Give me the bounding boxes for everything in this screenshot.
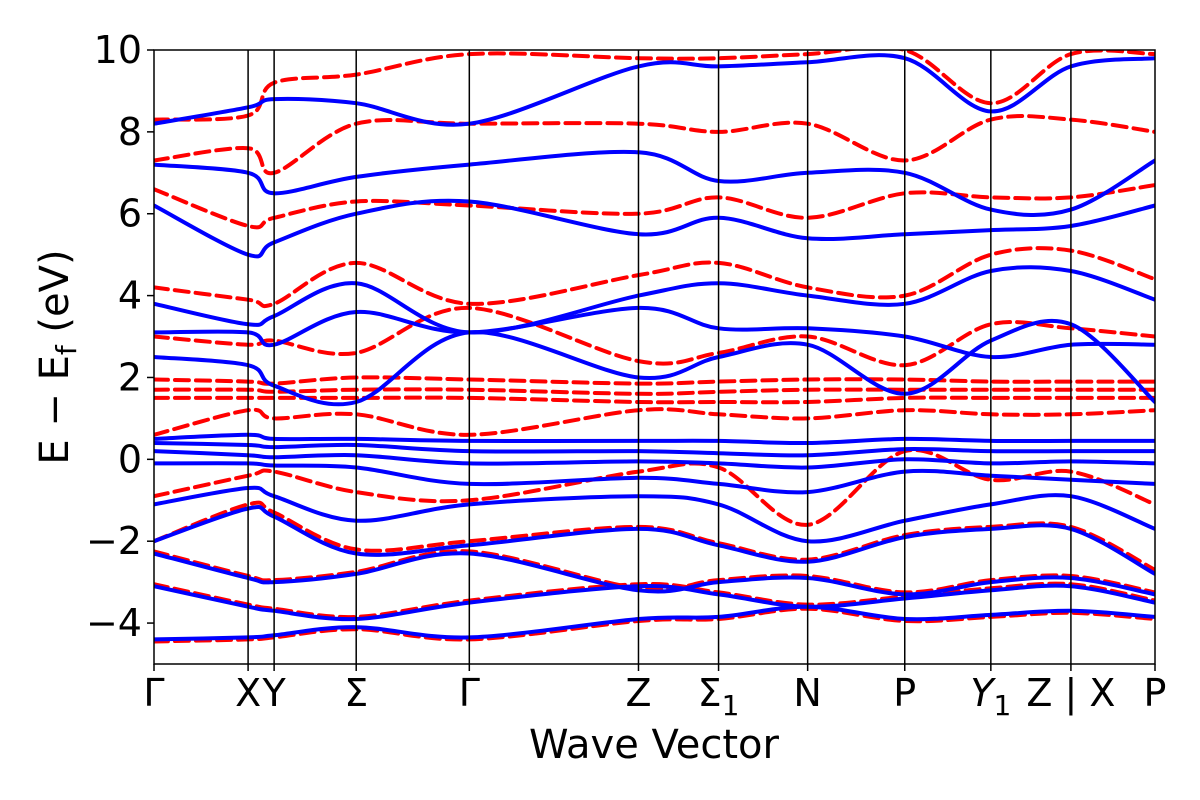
band-line-series1-7 [154, 387, 1155, 396]
x-axis-label: Wave Vector [529, 722, 780, 768]
y-tick-label-2: 0 [118, 437, 142, 481]
x-tick-label-9: Y1 [970, 671, 1011, 722]
x-tick-label-7: N [793, 671, 821, 715]
y-axis-ticks: −4 −2 0 2 4 6 8 10 [86, 28, 154, 645]
band-line-series1-10 [154, 246, 1155, 309]
band-line-series0-8 [154, 432, 1155, 446]
band-line-series0-7 [154, 441, 1155, 458]
y-tick-label-1: −2 [86, 519, 142, 563]
x-tick-label-4: Γ [459, 671, 480, 715]
x-tick-label-10: Z | X [1026, 671, 1115, 716]
band-line-series0-3 [154, 504, 1155, 576]
x-axis-ticks: Γ X Y Σ Γ Z Σ1 N P Y1 Z | X P [143, 664, 1166, 722]
y-tick-label-4: 4 [118, 274, 142, 318]
y-tick-label-5: 6 [118, 192, 142, 236]
x-tick-label-5: Z [625, 671, 651, 715]
y-axis-label: E − Ef (eV) [32, 249, 83, 464]
plot-frame [153, 49, 1156, 665]
x-tick-label-11: P [1144, 671, 1167, 715]
band-line-series0-14 [154, 53, 1155, 127]
y-tick-label-6: 8 [118, 110, 142, 154]
x-tick-label-0: Γ [143, 671, 164, 715]
x-tick-label-6: Σ1 [698, 671, 740, 722]
y-tick-label-0: −4 [86, 601, 142, 645]
band-line-series0-13 [154, 149, 1155, 217]
y-tick-label-3: 2 [118, 355, 142, 399]
kpoint-lines [247, 50, 1072, 664]
bands-layer [154, 50, 1155, 644]
x-tick-label-2: Y [262, 671, 287, 715]
x-tick-label-3: Σ [344, 671, 368, 715]
band-line-series1-4 [154, 448, 1155, 527]
band-line-series1-3 [154, 500, 1155, 572]
band-line-series0-9 [154, 318, 1155, 407]
x-tick-label-8: P [893, 671, 916, 715]
band-line-series1-5 [154, 407, 1155, 437]
y-tick-label-7: 10 [94, 28, 142, 72]
band-line-series1-12 [154, 114, 1155, 176]
band-line-series1-11 [154, 183, 1155, 230]
x-tick-label-1: X [235, 671, 261, 715]
